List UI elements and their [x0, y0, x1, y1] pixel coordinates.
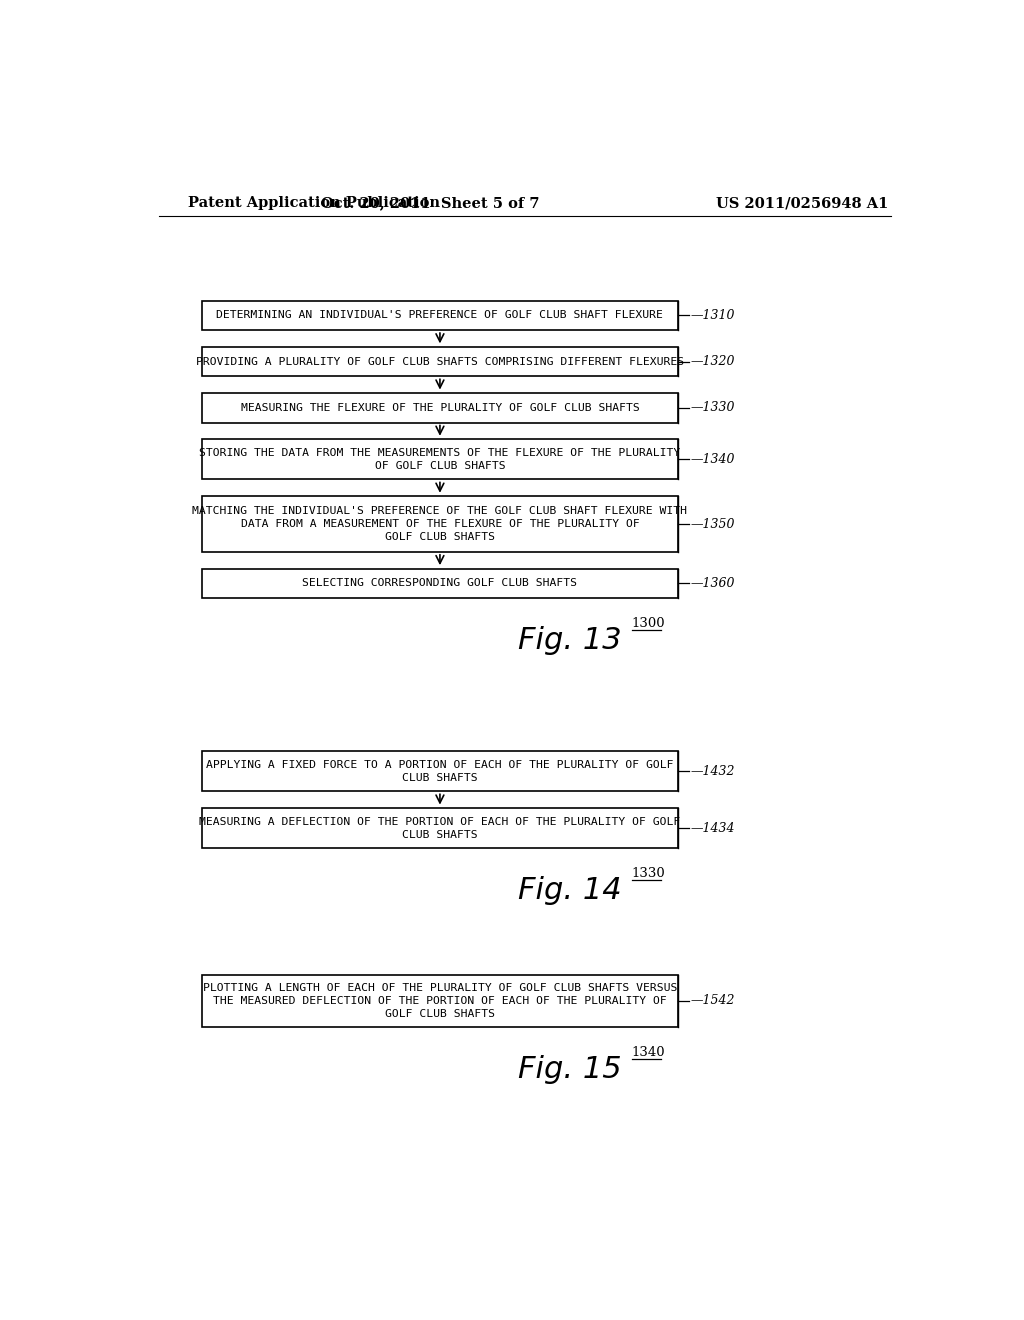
Text: MEASURING THE FLEXURE OF THE PLURALITY OF GOLF CLUB SHAFTS: MEASURING THE FLEXURE OF THE PLURALITY O… [241, 403, 639, 413]
Text: MEASURING A DEFLECTION OF THE PORTION OF EACH OF THE PLURALITY OF GOLF
CLUB SHAF: MEASURING A DEFLECTION OF THE PORTION OF… [200, 817, 681, 840]
Text: MATCHING THE INDIVIDUAL'S PREFERENCE OF THE GOLF CLUB SHAFT FLEXURE WITH
DATA FR: MATCHING THE INDIVIDUAL'S PREFERENCE OF … [193, 507, 687, 543]
Bar [202, 301, 678, 330]
Text: —1432: —1432 [690, 764, 735, 777]
Text: 1330: 1330 [632, 867, 666, 880]
Bar [202, 440, 678, 479]
Text: —1320: —1320 [690, 355, 735, 368]
Text: —1360: —1360 [690, 577, 735, 590]
Bar [202, 393, 678, 422]
Text: PLOTTING A LENGTH OF EACH OF THE PLURALITY OF GOLF CLUB SHAFTS VERSUS
THE MEASUR: PLOTTING A LENGTH OF EACH OF THE PLURALI… [203, 983, 677, 1019]
Text: —1330: —1330 [690, 401, 735, 414]
Text: —1340: —1340 [690, 453, 735, 466]
Bar [202, 347, 678, 376]
Text: Fig. 15: Fig. 15 [518, 1055, 622, 1084]
Text: —1350: —1350 [690, 517, 735, 531]
Text: 1300: 1300 [632, 616, 666, 630]
Text: DETERMINING AN INDIVIDUAL'S PREFERENCE OF GOLF CLUB SHAFT FLEXURE: DETERMINING AN INDIVIDUAL'S PREFERENCE O… [216, 310, 664, 321]
Text: —1542: —1542 [690, 994, 735, 1007]
Text: Oct. 20, 2011  Sheet 5 of 7: Oct. 20, 2011 Sheet 5 of 7 [321, 197, 540, 210]
Bar [202, 808, 678, 849]
Text: STORING THE DATA FROM THE MEASUREMENTS OF THE FLEXURE OF THE PLURALITY
OF GOLF C: STORING THE DATA FROM THE MEASUREMENTS O… [200, 447, 681, 471]
Text: 1340: 1340 [632, 1045, 666, 1059]
Text: —1310: —1310 [690, 309, 735, 322]
Bar [202, 751, 678, 792]
Bar [202, 569, 678, 598]
Text: US 2011/0256948 A1: US 2011/0256948 A1 [716, 197, 889, 210]
Text: Fig. 13: Fig. 13 [518, 626, 622, 655]
Text: APPLYING A FIXED FORCE TO A PORTION OF EACH OF THE PLURALITY OF GOLF
CLUB SHAFTS: APPLYING A FIXED FORCE TO A PORTION OF E… [206, 760, 674, 783]
Text: PROVIDING A PLURALITY OF GOLF CLUB SHAFTS COMPRISING DIFFERENT FLEXURES: PROVIDING A PLURALITY OF GOLF CLUB SHAFT… [196, 356, 684, 367]
Text: SELECTING CORRESPONDING GOLF CLUB SHAFTS: SELECTING CORRESPONDING GOLF CLUB SHAFTS [302, 578, 578, 589]
Bar [202, 496, 678, 552]
Bar [202, 974, 678, 1027]
Text: Fig. 14: Fig. 14 [518, 876, 622, 906]
Text: Patent Application Publication: Patent Application Publication [188, 197, 440, 210]
Text: —1434: —1434 [690, 822, 735, 834]
